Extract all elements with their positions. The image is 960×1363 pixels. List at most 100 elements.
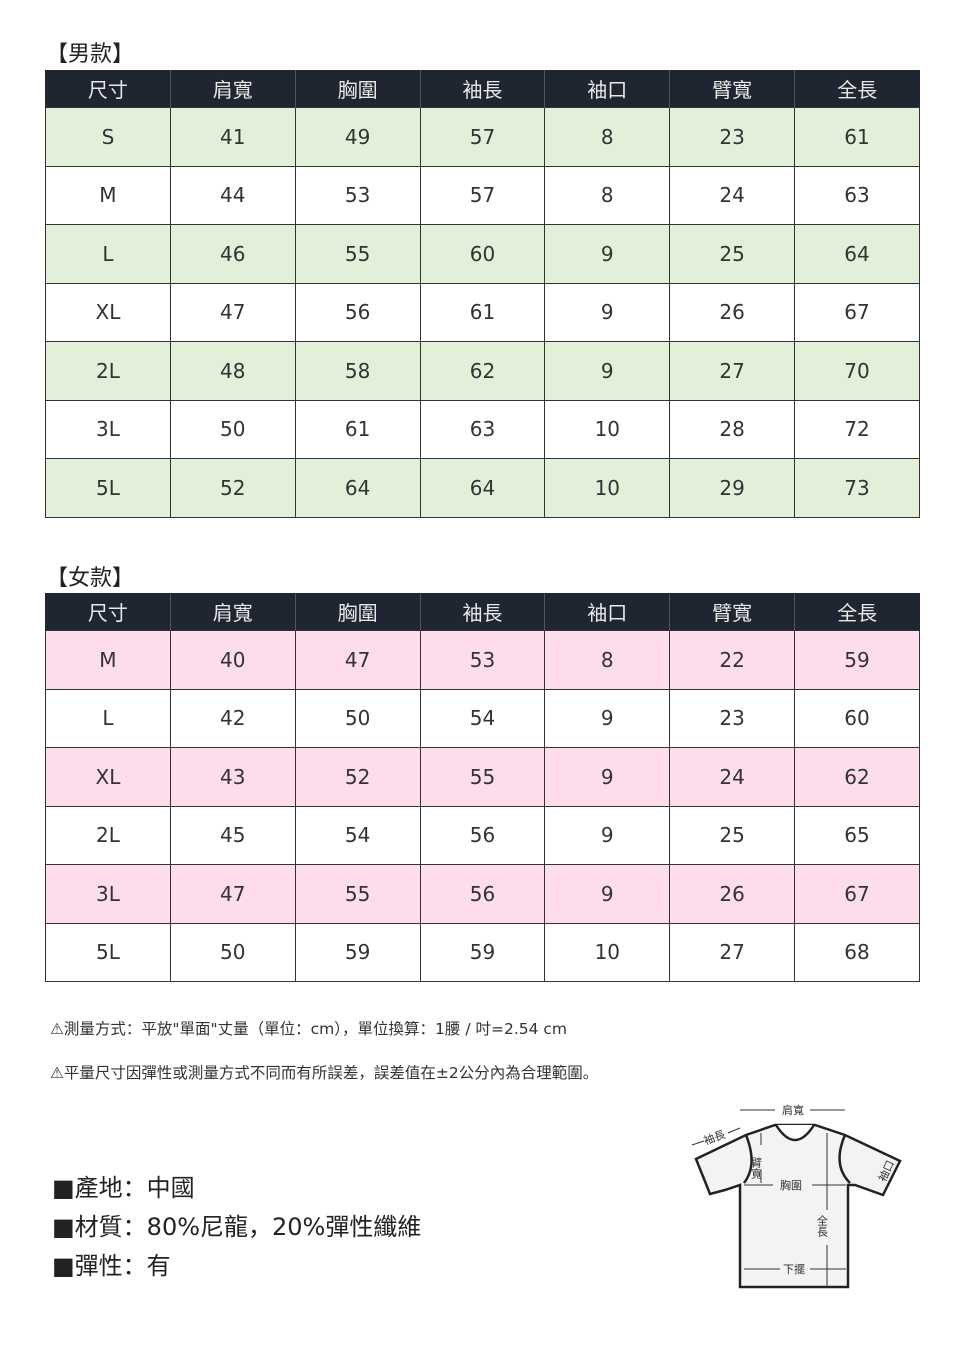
table-cell: 60 bbox=[419, 224, 546, 284]
table-cell: 54 bbox=[294, 805, 421, 865]
men-size-table: 尺寸 肩寬 胸圍 袖長 袖口 臂寬 全長 S 41 49 57 8 23 61 M 44 53 57 8 24 63 L 4… bbox=[45, 70, 920, 518]
material-spec: ■材質：80%尼龍，20%彈性纖維 bbox=[52, 1213, 422, 1241]
table-cell: 70 bbox=[794, 341, 920, 401]
table-cell: 52 bbox=[169, 458, 296, 518]
column-header: 尺寸 bbox=[45, 593, 171, 631]
table-cell: 25 bbox=[669, 224, 796, 284]
table-cell: 26 bbox=[669, 282, 796, 342]
origin-spec: ■產地：中國 bbox=[52, 1174, 195, 1202]
tolerance-note: ⚠平量尺寸因彈性或測量方式不同而有所誤差，誤差值在±2公分內為合理範圍。 bbox=[50, 1064, 599, 1082]
table-cell: 5L bbox=[45, 922, 171, 982]
table-cell: 24 bbox=[669, 747, 796, 807]
table-cell: 45 bbox=[169, 805, 296, 865]
table-row: S 41 49 57 8 23 61 bbox=[45, 107, 920, 167]
table-row: 3L 47 55 56 9 26 67 bbox=[45, 864, 920, 924]
table-cell: M bbox=[45, 630, 171, 690]
men-title: 【男款】 bbox=[46, 42, 135, 67]
table-cell: 27 bbox=[669, 341, 796, 401]
table-row: XL 47 56 61 9 26 67 bbox=[45, 282, 920, 342]
table-cell: 49 bbox=[294, 107, 421, 167]
column-header: 胸圍 bbox=[294, 70, 421, 108]
table-cell: 23 bbox=[669, 688, 796, 748]
table-cell: L bbox=[45, 688, 171, 748]
table-cell: 61 bbox=[419, 282, 546, 342]
table-cell: 63 bbox=[794, 165, 920, 225]
tshirt-icon bbox=[694, 1123, 902, 1289]
table-cell: 8 bbox=[544, 107, 671, 167]
table-cell: 62 bbox=[794, 747, 920, 807]
column-header: 臂寬 bbox=[669, 593, 795, 631]
table-cell: 72 bbox=[794, 399, 920, 459]
column-header: 袖長 bbox=[419, 70, 545, 108]
table-cell: 67 bbox=[794, 864, 920, 924]
table-cell: 40 bbox=[169, 630, 296, 690]
table-cell: 9 bbox=[544, 864, 671, 924]
table-row: M 44 53 57 8 24 63 bbox=[45, 165, 920, 225]
table-cell: 26 bbox=[669, 864, 796, 924]
table-cell: XL bbox=[45, 747, 171, 807]
column-header: 袖口 bbox=[544, 70, 670, 108]
table-cell: 28 bbox=[669, 399, 796, 459]
women-title: 【女款】 bbox=[46, 566, 135, 591]
table-cell: 22 bbox=[669, 630, 796, 690]
table-row: 5L 50 59 59 10 27 68 bbox=[45, 922, 920, 982]
table-row: M 40 47 53 8 22 59 bbox=[45, 630, 920, 690]
table-cell: 9 bbox=[544, 805, 671, 865]
table-cell: 10 bbox=[544, 922, 671, 982]
table-cell: 64 bbox=[419, 458, 546, 518]
column-header: 袖長 bbox=[419, 593, 545, 631]
table-cell: 2L bbox=[45, 805, 171, 865]
elasticity-spec: ■彈性：有 bbox=[52, 1252, 171, 1280]
table-cell: 57 bbox=[419, 107, 546, 167]
column-header: 臂寬 bbox=[669, 70, 795, 108]
table-cell: 52 bbox=[294, 747, 421, 807]
table-cell: 42 bbox=[169, 688, 296, 748]
table-cell: S bbox=[45, 107, 171, 167]
column-header: 全長 bbox=[794, 593, 920, 631]
table-cell: 50 bbox=[169, 922, 296, 982]
table-cell: 27 bbox=[669, 922, 796, 982]
table-cell: 67 bbox=[794, 282, 920, 342]
table-cell: 60 bbox=[794, 688, 920, 748]
table-cell: 41 bbox=[169, 107, 296, 167]
table-cell: 55 bbox=[294, 224, 421, 284]
table-cell: 9 bbox=[544, 747, 671, 807]
table-cell: 24 bbox=[669, 165, 796, 225]
measure-note: ⚠測量方式：平放"單面"丈量（單位：cm），單位換算：1腰 / 吋=2.54 c… bbox=[50, 1020, 568, 1038]
table-cell: 9 bbox=[544, 688, 671, 748]
table-cell: 29 bbox=[669, 458, 796, 518]
diagram-label-shoulder: 肩寬 bbox=[782, 1103, 804, 1117]
table-cell: 59 bbox=[294, 922, 421, 982]
table-cell: 50 bbox=[294, 688, 421, 748]
table-cell: 47 bbox=[294, 630, 421, 690]
diagram-label-arm: 臂寬 bbox=[750, 1157, 763, 1180]
table-cell: 56 bbox=[419, 805, 546, 865]
table-row: L 42 50 54 9 23 60 bbox=[45, 688, 920, 748]
table-cell: 50 bbox=[169, 399, 296, 459]
table-cell: 61 bbox=[794, 107, 920, 167]
table-cell: 2L bbox=[45, 341, 171, 401]
diagram-label-chest: 胸圍 bbox=[780, 1178, 802, 1192]
diagram-label-length: 全長 bbox=[816, 1214, 829, 1238]
table-cell: 46 bbox=[169, 224, 296, 284]
table-cell: L bbox=[45, 224, 171, 284]
table-cell: 64 bbox=[294, 458, 421, 518]
table-cell: 53 bbox=[419, 630, 546, 690]
column-header: 肩寬 bbox=[169, 70, 296, 108]
column-header: 肩寬 bbox=[169, 593, 296, 631]
table-cell: 10 bbox=[544, 458, 671, 518]
table-cell: 10 bbox=[544, 399, 671, 459]
header-row: 尺寸 肩寬 胸圍 袖長 袖口 臂寬 全長 bbox=[45, 593, 920, 631]
column-header: 尺寸 bbox=[45, 70, 171, 108]
table-cell: 54 bbox=[419, 688, 546, 748]
table-cell: 59 bbox=[419, 922, 546, 982]
table-row: 2L 48 58 62 9 27 70 bbox=[45, 341, 920, 401]
tshirt-measurement-diagram: 肩寬 袖長 臂寬 胸圍 全長 下擺 袖口 bbox=[691, 1103, 902, 1289]
column-header: 胸圍 bbox=[294, 593, 421, 631]
table-cell: XL bbox=[45, 282, 171, 342]
column-header: 全長 bbox=[794, 70, 920, 108]
table-cell: 5L bbox=[45, 458, 171, 518]
table-cell: 55 bbox=[419, 747, 546, 807]
table-cell: 3L bbox=[45, 864, 171, 924]
